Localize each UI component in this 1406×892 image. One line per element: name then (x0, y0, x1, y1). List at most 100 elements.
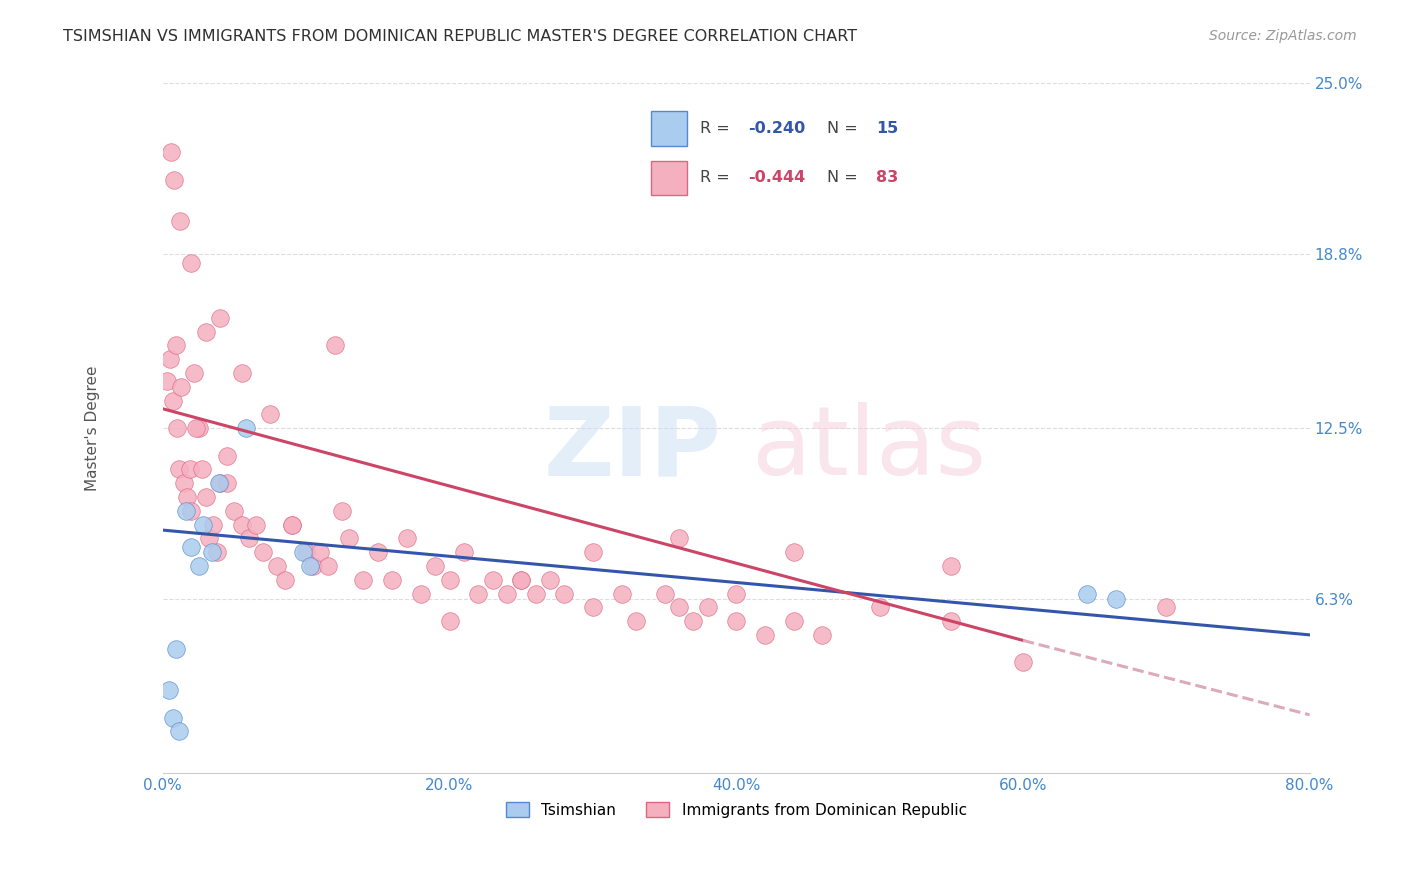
Point (165, 641, 187, 656)
Point (811, 628, 834, 642)
Point (176, 490, 198, 504)
Point (266, 558, 288, 573)
Point (754, 628, 776, 642)
Point (299, 558, 322, 573)
Point (409, 586, 432, 600)
Point (231, 366, 253, 380)
Point (725, 586, 748, 600)
Point (696, 600, 718, 615)
Point (191, 517, 214, 532)
Point (187, 558, 209, 573)
Point (163, 173, 186, 187)
Point (273, 573, 295, 587)
Point (217, 476, 239, 491)
Point (224, 504, 246, 518)
Point (353, 573, 375, 587)
Point (1012, 656, 1035, 670)
Point (166, 421, 188, 435)
Point (281, 517, 304, 532)
Point (169, 214, 191, 228)
Point (453, 545, 475, 559)
Point (190, 462, 212, 476)
Point (187, 421, 209, 435)
Point (194, 490, 217, 504)
Point (725, 614, 748, 628)
Point (1156, 600, 1178, 615)
Point (668, 532, 690, 546)
Point (610, 586, 633, 600)
Point (180, 504, 202, 518)
Point (238, 532, 260, 546)
Point (165, 338, 187, 352)
Point (281, 517, 304, 532)
Point (481, 573, 503, 587)
Point (159, 352, 181, 367)
Point (179, 462, 201, 476)
Point (156, 374, 179, 388)
Point (180, 540, 202, 554)
Point (207, 545, 229, 559)
Point (869, 600, 891, 615)
Point (302, 558, 325, 573)
Point (209, 476, 232, 491)
Point (510, 573, 533, 587)
Point (162, 393, 184, 408)
Point (157, 683, 180, 698)
Point (316, 558, 339, 573)
Point (1076, 586, 1098, 600)
Point (367, 545, 389, 559)
Point (395, 532, 418, 546)
Point (183, 366, 205, 380)
Point (682, 614, 704, 628)
Point (174, 504, 197, 518)
Point (941, 558, 963, 573)
Point (245, 517, 267, 532)
Point (209, 310, 232, 325)
Text: atlas: atlas (751, 402, 986, 495)
Point (217, 449, 239, 463)
Point (582, 545, 605, 559)
Point (184, 421, 207, 435)
Point (495, 586, 517, 600)
Point (252, 545, 274, 559)
Text: ZIP: ZIP (544, 402, 721, 495)
Point (439, 614, 461, 628)
Point (381, 573, 404, 587)
Point (173, 476, 195, 491)
Point (323, 338, 346, 352)
Point (194, 325, 217, 339)
Point (582, 600, 605, 615)
Point (624, 614, 647, 628)
Point (292, 545, 315, 559)
Point (337, 532, 360, 546)
Legend: Tsimshian, Immigrants from Dominican Republic: Tsimshian, Immigrants from Dominican Rep… (499, 796, 973, 823)
Point (553, 586, 575, 600)
Point (425, 558, 447, 573)
Point (467, 586, 489, 600)
Point (180, 255, 202, 269)
Point (654, 586, 676, 600)
Point (231, 517, 253, 532)
Point (439, 573, 461, 587)
Point (167, 462, 190, 476)
Point (524, 586, 547, 600)
Point (160, 145, 183, 160)
Point (197, 532, 219, 546)
Y-axis label: Master's Degree: Master's Degree (86, 366, 100, 491)
Point (167, 724, 190, 739)
Point (235, 421, 257, 435)
Text: TSIMSHIAN VS IMMIGRANTS FROM DOMINICAN REPUBLIC MASTER'S DEGREE CORRELATION CHAR: TSIMSHIAN VS IMMIGRANTS FROM DOMINICAN R… (63, 29, 858, 44)
Point (668, 600, 690, 615)
Point (941, 614, 963, 628)
Point (259, 407, 281, 421)
Point (510, 573, 533, 587)
Point (330, 504, 353, 518)
Point (782, 545, 804, 559)
Point (782, 614, 804, 628)
Point (208, 476, 231, 491)
Point (1105, 592, 1128, 607)
Point (309, 545, 332, 559)
Text: Source: ZipAtlas.com: Source: ZipAtlas.com (1209, 29, 1357, 43)
Point (170, 380, 193, 394)
Point (295, 545, 318, 559)
